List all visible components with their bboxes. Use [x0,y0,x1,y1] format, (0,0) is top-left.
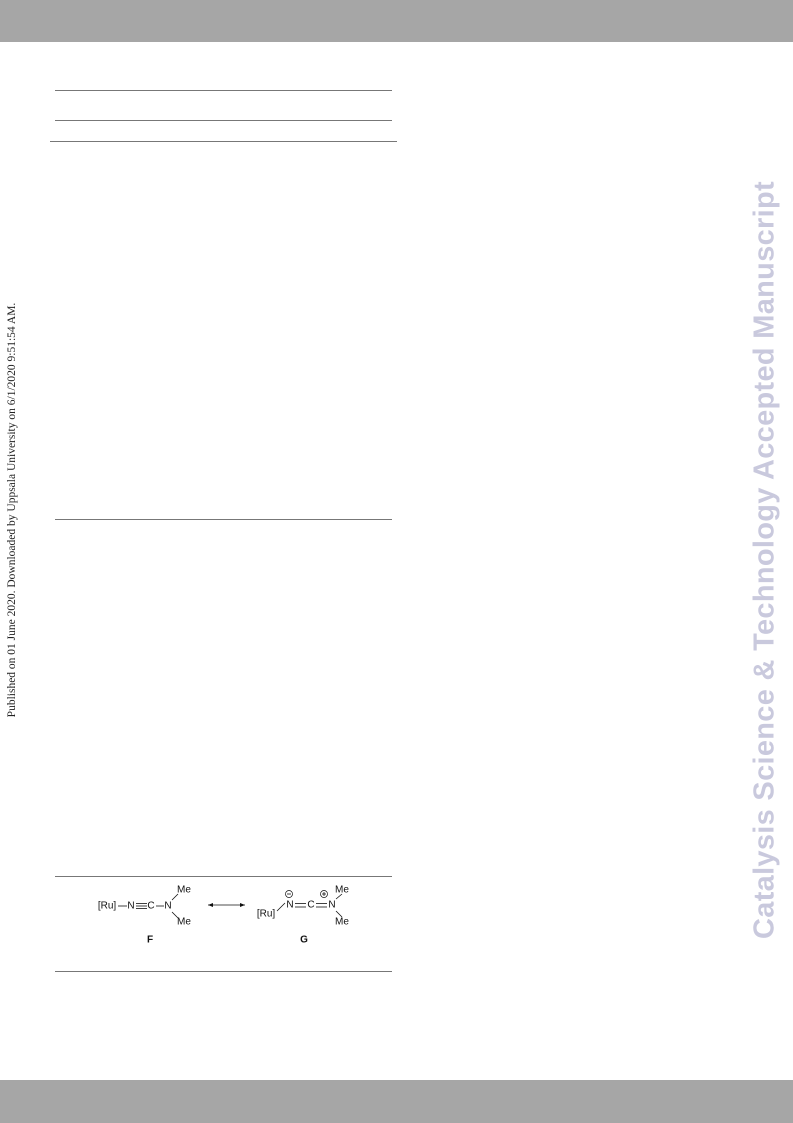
rule [55,120,392,121]
atom: Me [177,885,191,896]
atom: Me [177,917,191,928]
atom: C [147,901,154,912]
resonance-arrow [208,903,245,907]
atom: [Ru] [98,901,117,912]
atom: [Ru] [257,909,276,920]
bond [335,910,343,918]
atom: Me [335,917,349,928]
rule [50,141,397,142]
structure-f: [Ru] N C N Me Me F [98,885,192,946]
footer-bar [0,1080,793,1123]
bond [171,911,179,919]
atom: N [328,900,335,911]
header-bar [0,0,793,42]
side-note: Published on 01 June 2020. Downloaded by… [6,302,18,718]
atom: N [127,901,134,912]
structure-g: [Ru] N C N Me Me G [257,885,350,946]
charge [320,890,328,898]
rule [55,519,392,520]
bond [276,902,286,912]
atom: C [307,900,314,911]
rule [55,971,392,972]
scheme: [Ru] N C N Me Me F [Ru] N C N Me Me [98,885,350,946]
bond [335,893,343,900]
rule [55,876,392,877]
structure-label: F [147,935,153,946]
charge [285,890,293,898]
watermark: Catalysis Science & Technology Accepted … [748,181,781,939]
atom: N [286,900,293,911]
rule [55,90,392,91]
bond [171,893,179,901]
atom: Me [335,885,349,896]
atom: N [164,901,171,912]
structure-label: G [300,935,308,946]
